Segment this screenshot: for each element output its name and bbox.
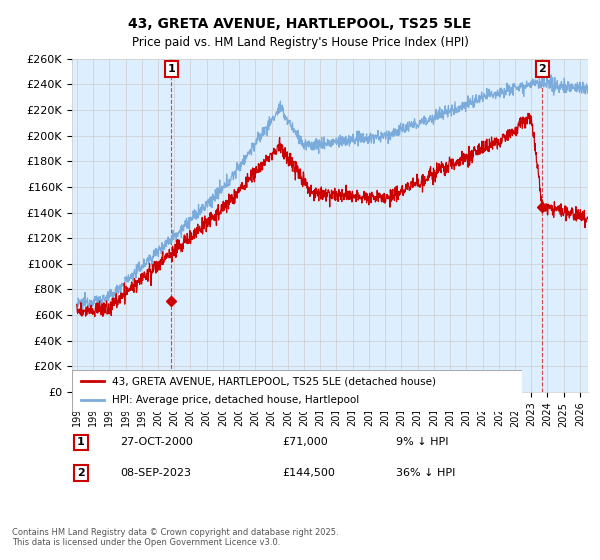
- Text: 2: 2: [77, 468, 85, 478]
- FancyBboxPatch shape: [72, 370, 522, 412]
- Text: Contains HM Land Registry data © Crown copyright and database right 2025.
This d: Contains HM Land Registry data © Crown c…: [12, 528, 338, 547]
- Text: £71,000: £71,000: [282, 437, 328, 447]
- Text: £144,500: £144,500: [282, 468, 335, 478]
- Text: 27-OCT-2000: 27-OCT-2000: [120, 437, 193, 447]
- Text: 43, GRETA AVENUE, HARTLEPOOL, TS25 5LE: 43, GRETA AVENUE, HARTLEPOOL, TS25 5LE: [128, 17, 472, 31]
- Text: 43, GRETA AVENUE, HARTLEPOOL, TS25 5LE (detached house): 43, GRETA AVENUE, HARTLEPOOL, TS25 5LE (…: [113, 376, 437, 386]
- Text: 2: 2: [539, 64, 546, 74]
- Text: Price paid vs. HM Land Registry's House Price Index (HPI): Price paid vs. HM Land Registry's House …: [131, 36, 469, 49]
- Text: 08-SEP-2023: 08-SEP-2023: [120, 468, 191, 478]
- Text: 36% ↓ HPI: 36% ↓ HPI: [396, 468, 455, 478]
- Text: 1: 1: [167, 64, 175, 74]
- Text: 1: 1: [77, 437, 85, 447]
- Text: 9% ↓ HPI: 9% ↓ HPI: [396, 437, 449, 447]
- Text: HPI: Average price, detached house, Hartlepool: HPI: Average price, detached house, Hart…: [113, 395, 360, 405]
